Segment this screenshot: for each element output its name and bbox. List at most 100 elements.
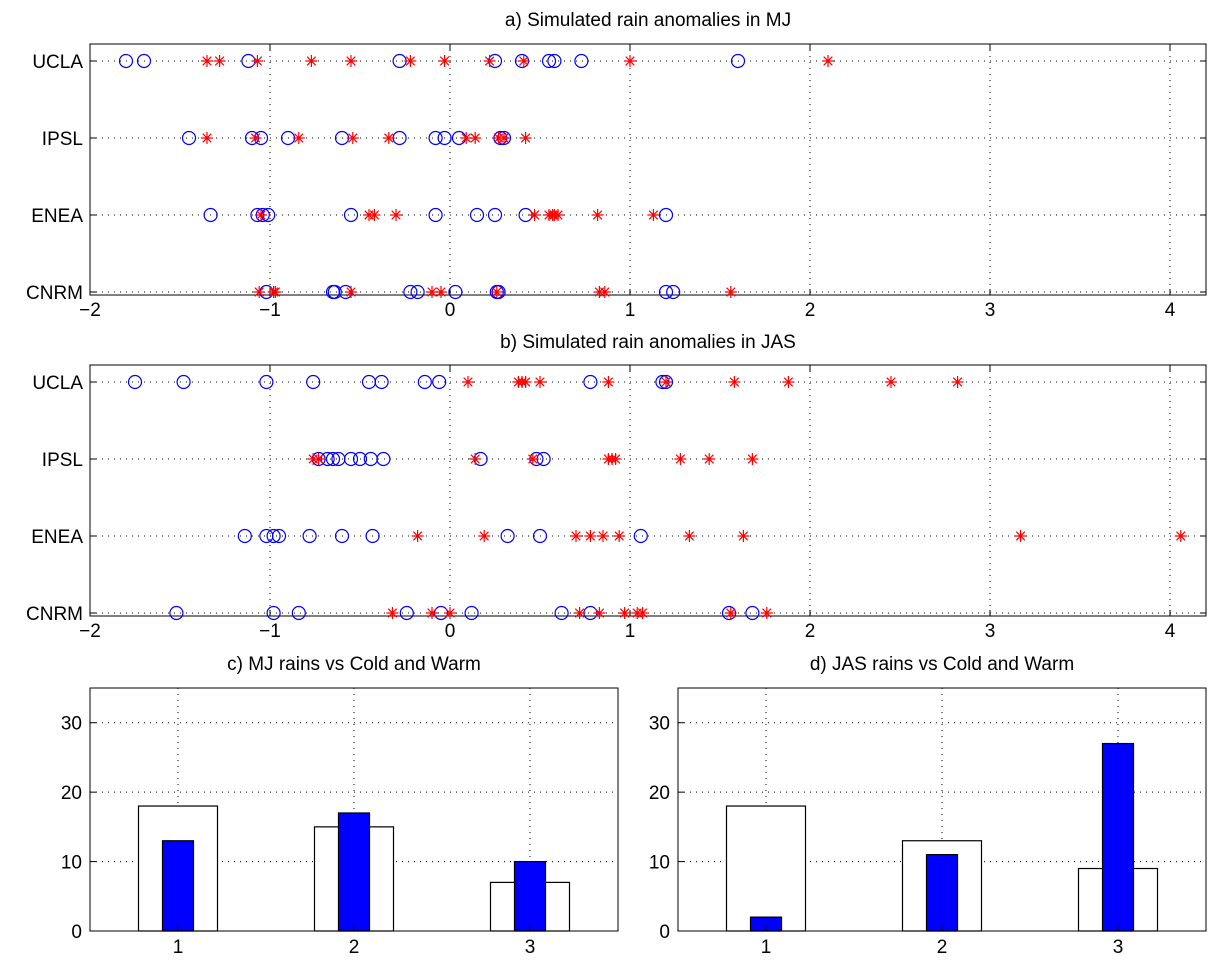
- asterisk-marker: [724, 286, 737, 298]
- asterisk-marker: [724, 607, 737, 619]
- asterisk-marker: [598, 286, 611, 298]
- asterisk-marker: [490, 286, 503, 298]
- filled-bar: [513, 860, 547, 932]
- asterisk-marker: [444, 607, 456, 619]
- circle-marker: [536, 451, 551, 467]
- asterisk-marker: [573, 607, 586, 619]
- circle-marker: [428, 130, 443, 146]
- asterisk-marker: [426, 607, 438, 619]
- asterisk-marker: [478, 530, 491, 542]
- asterisk-marker: [368, 209, 381, 221]
- y-tick-label: 20: [649, 783, 670, 804]
- x-tick-label: 3: [985, 621, 996, 642]
- asterisk-marker: [760, 607, 773, 619]
- asterisk-marker: [345, 286, 357, 298]
- asterisk-marker: [483, 55, 496, 67]
- asterisk-marker: [534, 376, 546, 388]
- asterisk-marker: [728, 376, 741, 388]
- circle-marker: [237, 528, 252, 544]
- asterisk-marker: [552, 209, 564, 221]
- asterisk-marker: [737, 530, 750, 542]
- circle-marker: [464, 605, 479, 621]
- circle-marker: [432, 374, 447, 390]
- circle-marker: [500, 528, 515, 544]
- asterisk-marker: [382, 132, 395, 144]
- x-tick-label: 3: [525, 937, 536, 958]
- filled-bar: [1101, 742, 1135, 932]
- circle-marker: [365, 528, 380, 544]
- circle-marker: [266, 528, 281, 544]
- x-tick-label: 3: [1113, 937, 1124, 958]
- circle-marker: [327, 284, 342, 300]
- asterisk-marker: [460, 132, 473, 144]
- y-tick-label: CNRM: [26, 604, 83, 625]
- x-tick-label: −1: [259, 300, 281, 321]
- circle-marker: [291, 605, 306, 621]
- circle-marker: [306, 374, 321, 390]
- y-tick-label: IPSL: [42, 129, 83, 150]
- plot-frame: [89, 43, 1207, 296]
- filled-bar: [925, 854, 959, 932]
- circle-marker: [730, 53, 746, 69]
- circle-marker: [136, 53, 152, 69]
- circle-marker: [176, 374, 191, 390]
- asterisk-marker: [345, 55, 357, 67]
- circle-marker: [325, 451, 341, 467]
- asterisk-marker: [746, 453, 759, 465]
- x-tick-label: 1: [625, 300, 636, 321]
- circle-marker: [352, 451, 368, 467]
- y-tick-label: 0: [71, 922, 82, 943]
- x-tick-label: −2: [79, 300, 101, 321]
- circle-marker: [658, 284, 674, 300]
- asterisk-marker: [674, 453, 687, 465]
- y-tick-label: 10: [61, 853, 82, 874]
- circle-marker: [392, 130, 407, 146]
- asterisk-marker: [498, 132, 510, 144]
- y-tick-label: CNRM: [26, 283, 83, 304]
- circle-marker: [169, 605, 184, 621]
- asterisk-marker: [469, 132, 482, 144]
- x-tick-label: 0: [445, 621, 456, 642]
- circle-marker: [376, 451, 391, 467]
- circle-marker: [361, 374, 377, 390]
- asterisk-marker: [703, 453, 716, 465]
- asterisk-marker: [782, 376, 795, 388]
- asterisk-marker: [213, 55, 226, 67]
- circle-marker: [547, 53, 562, 69]
- y-tick-label: ENEA: [31, 206, 83, 227]
- circle-marker: [266, 605, 281, 621]
- x-tick-label: 1: [173, 937, 184, 958]
- plot-frame: [89, 364, 1207, 617]
- asterisk-marker: [683, 530, 696, 542]
- circle-marker: [392, 53, 407, 69]
- asterisk-marker: [435, 286, 447, 298]
- y-tick-label: 0: [659, 922, 670, 943]
- asterisk-marker: [822, 55, 834, 67]
- asterisk-marker: [584, 530, 597, 542]
- y-tick-label: 30: [649, 714, 670, 735]
- asterisk-marker: [1014, 530, 1027, 542]
- asterisk-marker: [1174, 530, 1187, 542]
- asterisk-marker: [462, 376, 474, 388]
- x-tick-label: 2: [805, 300, 816, 321]
- circle-marker: [554, 605, 569, 621]
- asterisk-marker: [269, 286, 282, 298]
- x-tick-label: 4: [1165, 300, 1176, 321]
- filled-bar: [161, 840, 195, 932]
- y-tick-label: UCLA: [32, 52, 83, 73]
- asterisk-marker: [951, 376, 964, 388]
- circle-marker: [343, 451, 359, 467]
- y-tick-label: 20: [61, 783, 82, 804]
- y-tick-label: 10: [649, 853, 670, 874]
- panel-c-title: c) MJ rains vs Cold and Warm: [227, 654, 481, 675]
- circle-marker: [633, 528, 648, 544]
- asterisk-marker: [312, 453, 325, 465]
- asterisk-marker: [647, 209, 660, 221]
- asterisk-marker: [517, 55, 530, 67]
- circle-marker: [118, 53, 134, 69]
- x-tick-label: 2: [805, 621, 816, 642]
- asterisk-marker: [609, 453, 622, 465]
- circle-marker: [203, 207, 218, 223]
- panel-a-scatter: a) Simulated rain anomalies in MJ −2 −1 0 1…: [26, 10, 1207, 321]
